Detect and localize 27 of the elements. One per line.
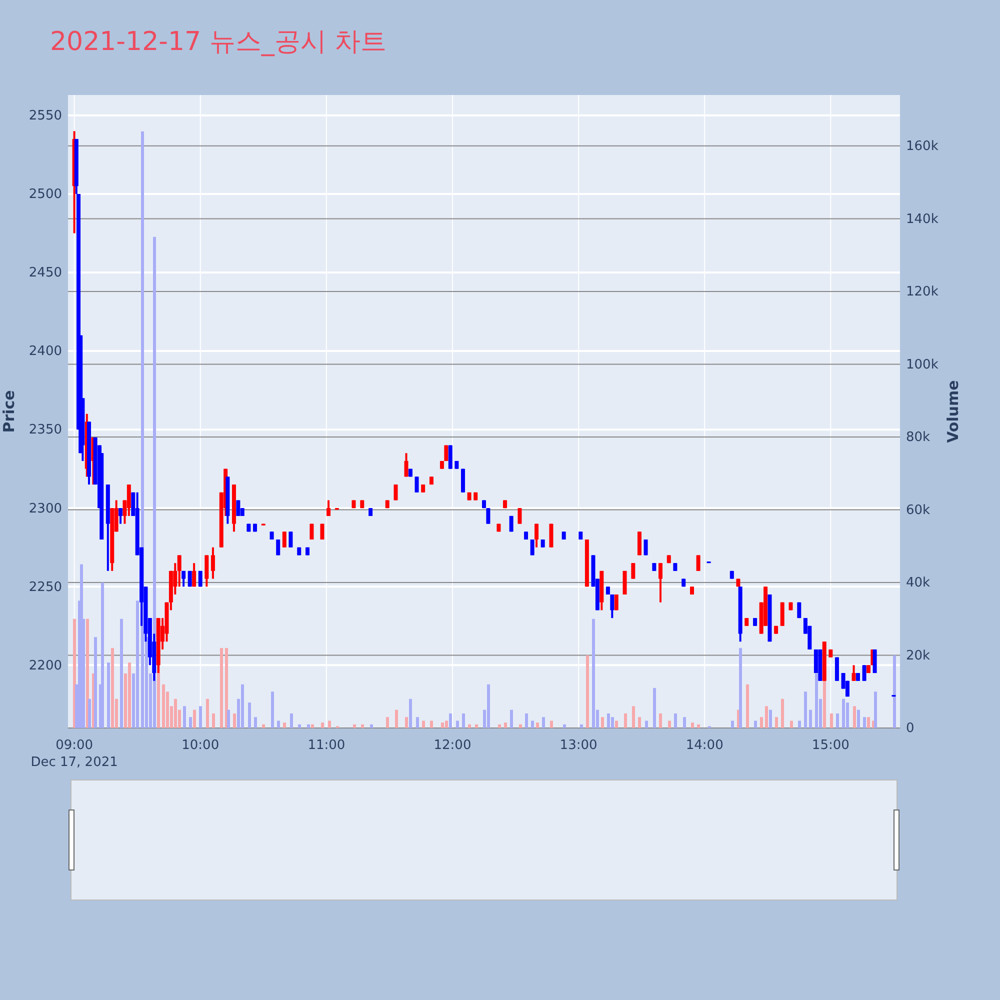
y2-tick-label: 0 <box>906 721 914 736</box>
x-tick-label: 15:00 <box>812 738 850 754</box>
chart-title: 2021-12-17 뉴스_공시 차트 <box>50 27 387 57</box>
y-axis-title: Price <box>0 390 18 433</box>
y2-tick-label: 40k <box>906 576 931 591</box>
y2-tick-label: 60k <box>906 502 931 518</box>
y-tick-label: 2200 <box>28 658 62 674</box>
y2-tick-label: 160k <box>906 139 939 154</box>
y2-tick-label: 80k <box>906 430 931 446</box>
y-tick-label: 2400 <box>28 344 62 360</box>
y-tick-label: 2350 <box>28 422 62 438</box>
x-tick-label: 13:00 <box>560 738 598 754</box>
y-tick-label: 2450 <box>28 266 62 281</box>
x-tick-label: 09:00 Dec 17, 2021 <box>30 738 118 770</box>
x-tick-label: 10:00 <box>182 738 220 754</box>
y-tick-label: 2250 <box>28 580 62 595</box>
x-tick-label: 14:00 <box>686 738 724 754</box>
y2-tick-label: 140k <box>906 212 939 227</box>
y-tick-label: 2550 <box>28 108 62 124</box>
x-tick-label: 11:00 <box>308 738 346 754</box>
y2-tick-label: 120k <box>906 284 939 300</box>
y2-tick-label: 20k <box>906 648 931 664</box>
x-tick-label: 12:00 <box>434 738 472 754</box>
y-tick-label: 2300 <box>28 501 62 516</box>
y2-axis-title: Volume <box>944 380 962 443</box>
y-tick-label: 2500 <box>28 187 62 202</box>
y2-tick-label: 100k <box>906 357 939 372</box>
